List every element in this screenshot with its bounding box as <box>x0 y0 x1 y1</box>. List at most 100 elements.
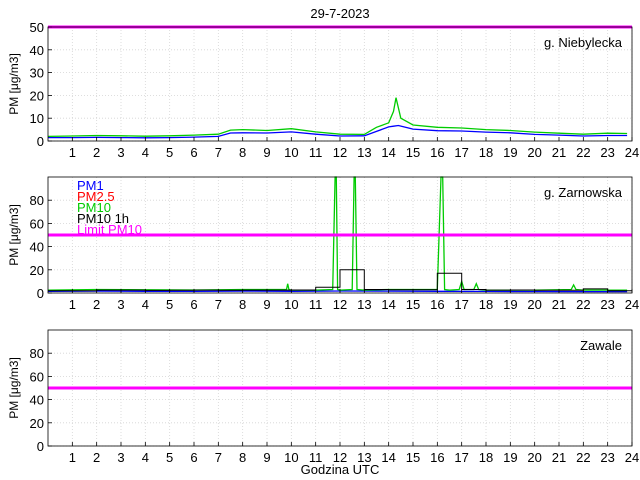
x-tick-label: 8 <box>239 145 246 160</box>
x-tick-label: 11 <box>309 297 323 312</box>
x-tick-label: 9 <box>263 297 270 312</box>
series-pm1-line <box>47 290 628 293</box>
x-tick-label: 24 <box>625 145 639 160</box>
x-tick-label: 3 <box>117 450 124 465</box>
x-tick-label: 5 <box>166 450 173 465</box>
y-tick-label: 40 <box>30 240 44 255</box>
legend-entry-limit: Limit PM10 <box>77 222 142 237</box>
x-tick-label: 17 <box>454 145 468 160</box>
station-label: g. Zarnowska <box>544 185 623 200</box>
y-tick-label: 30 <box>30 66 44 81</box>
series-pm10-line <box>47 97 628 138</box>
station-label: Zawale <box>580 338 622 353</box>
x-tick-label: 3 <box>117 297 124 312</box>
x-tick-label: 15 <box>406 297 420 312</box>
x-tick-label: 16 <box>430 297 444 312</box>
x-tick-label: 23 <box>600 450 614 465</box>
x-tick-label: 2 <box>93 297 100 312</box>
x-tick-label: 1 <box>69 450 76 465</box>
legend-entry-pm25: PM2.5 <box>77 189 115 204</box>
x-tick-label: 19 <box>503 450 517 465</box>
x-tick-label: 1 <box>69 297 76 312</box>
x-tick-label: 16 <box>430 450 444 465</box>
y-tick-label: 80 <box>30 193 44 208</box>
panel-1: 1 2 3 4 5 6 7 8 9 10 11 12 13 14 15 16 17 18 19 20 21 22 23 240… <box>7 20 639 160</box>
y-axis-label: PM [μg/m3] <box>7 53 21 115</box>
y-tick-label: 20 <box>30 88 44 103</box>
x-tick-label: 14 <box>381 297 395 312</box>
x-tick-label: 4 <box>142 450 149 465</box>
x-tick-label: 13 <box>357 145 371 160</box>
x-tick-label: 20 <box>527 145 541 160</box>
x-tick-label: 23 <box>600 145 614 160</box>
x-tick-label: 5 <box>166 297 173 312</box>
y-tick-label: 80 <box>30 346 44 361</box>
x-tick-label: 9 <box>263 450 270 465</box>
x-tick-label: 21 <box>552 145 566 160</box>
x-tick-label: 23 <box>600 297 614 312</box>
x-tick-label: 17 <box>454 450 468 465</box>
panel-3: 1 2 3 4 5 6 7 8 9 10 11 12 13 14 15 16 17 18 19 20 21 22 23 240… <box>7 329 639 465</box>
x-tick-label: 21 <box>552 450 566 465</box>
x-tick-label: 9 <box>263 145 270 160</box>
x-tick-label: 10 <box>284 145 298 160</box>
x-tick-label: 6 <box>190 145 197 160</box>
y-tick-label: 40 <box>30 393 44 408</box>
x-tick-label: 18 <box>479 297 493 312</box>
legend-entry-pm10h: PM10 1h <box>77 211 129 226</box>
y-tick-label: 40 <box>30 43 44 58</box>
x-tick-label: 7 <box>215 450 222 465</box>
x-tick-label: 8 <box>239 297 246 312</box>
x-tick-label: 15 <box>406 145 420 160</box>
y-tick-label: 0 <box>37 286 44 301</box>
y-tick-label: 50 <box>30 20 44 35</box>
panel-2: 1 2 3 4 5 6 7 8 9 10 11 12 13 14 15 16 17 18 19 20 21 22 23 240… <box>7 176 639 312</box>
x-tick-label: 4 <box>142 145 149 160</box>
y-tick-label: 0 <box>37 134 44 149</box>
y-tick-label: 20 <box>30 263 44 278</box>
x-tick-label: 10 <box>284 297 298 312</box>
x-tick-label: 8 <box>239 450 246 465</box>
x-tick-label: 12 <box>333 297 347 312</box>
x-tick-label: 20 <box>527 297 541 312</box>
y-tick-label: 0 <box>37 439 44 454</box>
x-tick-label: 12 <box>333 450 347 465</box>
x-axis-label: Godzina UTC <box>301 462 380 477</box>
x-tick-label: 22 <box>576 450 590 465</box>
x-tick-label: 6 <box>190 450 197 465</box>
x-tick-label: 2 <box>93 145 100 160</box>
x-tick-label: 18 <box>479 145 493 160</box>
chart-title: 29-7-2023 <box>310 6 369 21</box>
x-tick-label: 24 <box>625 297 639 312</box>
x-tick-label: 1 <box>69 145 76 160</box>
station-label: g. Niebylecka <box>544 35 623 50</box>
series-pm1-line <box>48 124 628 139</box>
y-tick-label: 10 <box>30 111 44 126</box>
x-tick-label: 17 <box>454 297 468 312</box>
y-tick-label: 20 <box>30 416 44 431</box>
x-tick-label: 16 <box>430 145 444 160</box>
x-tick-label: 7 <box>215 297 222 312</box>
x-tick-label: 5 <box>166 145 173 160</box>
x-tick-label: 11 <box>309 450 323 465</box>
x-tick-label: 4 <box>142 297 149 312</box>
x-tick-label: 14 <box>381 450 395 465</box>
x-tick-label: 6 <box>190 297 197 312</box>
x-tick-label: 14 <box>381 145 395 160</box>
x-tick-label: 18 <box>479 450 493 465</box>
x-tick-label: 7 <box>215 145 222 160</box>
x-tick-label: 13 <box>357 297 371 312</box>
x-tick-label: 19 <box>503 145 517 160</box>
x-tick-label: 24 <box>625 450 639 465</box>
x-tick-label: 22 <box>576 297 590 312</box>
y-axis-label: PM [μg/m3] <box>7 357 21 419</box>
x-tick-label: 15 <box>406 450 420 465</box>
panels: 1 2 3 4 5 6 7 8 9 10 11 12 13 14 15 16 17 18 19 20 21 22 23 240… <box>7 20 639 465</box>
x-tick-label: 20 <box>527 450 541 465</box>
y-tick-label: 60 <box>30 216 44 231</box>
x-tick-label: 22 <box>576 145 590 160</box>
legend-entry-pm10: PM10 <box>77 200 111 215</box>
x-tick-label: 12 <box>333 145 347 160</box>
y-axis-label: PM [μg/m3] <box>7 204 21 266</box>
